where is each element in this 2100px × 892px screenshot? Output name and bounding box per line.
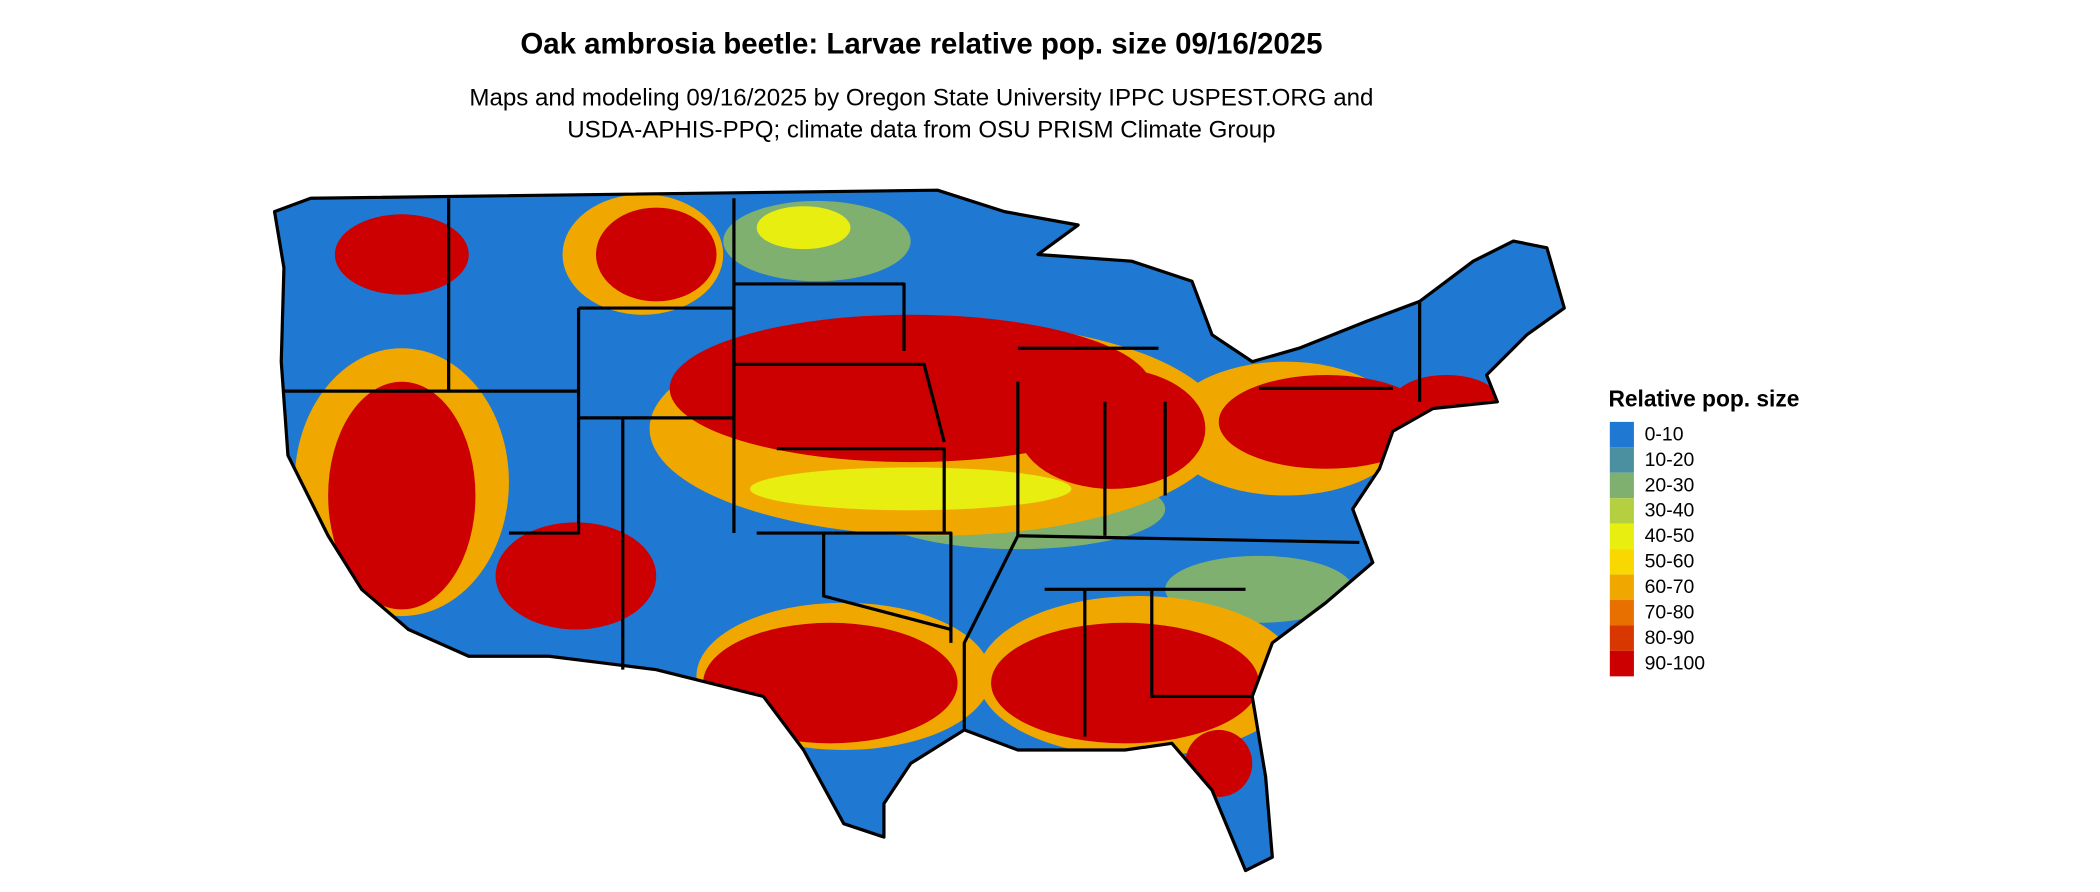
map-title: Oak ambrosia beetle: Larvae relative pop… (520, 27, 1322, 60)
legend-label: 40-50 (1645, 525, 1695, 547)
legend-swatch (1609, 498, 1634, 524)
legend-label: 10-20 (1645, 449, 1695, 471)
zone-high (328, 207, 1500, 797)
legend-swatch (1609, 549, 1634, 575)
legend-label: 80-90 (1645, 627, 1695, 649)
legend-label: 70-80 (1645, 602, 1695, 624)
legend-label: 30-40 (1645, 500, 1695, 522)
zone-yellow (750, 206, 1072, 511)
legend-swatch (1609, 421, 1634, 448)
legend-swatch (1609, 472, 1634, 499)
map-subtitle: USDA-APHIS-PPQ; climate data from OSU PR… (567, 117, 1275, 144)
legend-label: 0-10 (1645, 423, 1684, 445)
legend-swatch (1609, 447, 1634, 473)
legend-label: 20-30 (1645, 474, 1695, 496)
legend-title: Relative pop. size (1608, 385, 1799, 411)
legend-swatch (1609, 523, 1634, 550)
legend-swatch (1609, 650, 1634, 677)
legend-label: 50-60 (1645, 551, 1695, 573)
legend-swatch (1609, 625, 1634, 651)
legend: Relative pop. size 0-10 10-20 20-30 30-40 40… (1608, 385, 1799, 677)
map-subtitle: Maps and modeling 09/16/2025 by Oregon S… (469, 84, 1373, 111)
legend-swatch (1609, 574, 1634, 601)
legend-label: 60-70 (1645, 576, 1695, 598)
legend-label: 90-100 (1645, 652, 1706, 674)
state-borders (283, 198, 1422, 737)
legend-swatch (1609, 600, 1634, 626)
